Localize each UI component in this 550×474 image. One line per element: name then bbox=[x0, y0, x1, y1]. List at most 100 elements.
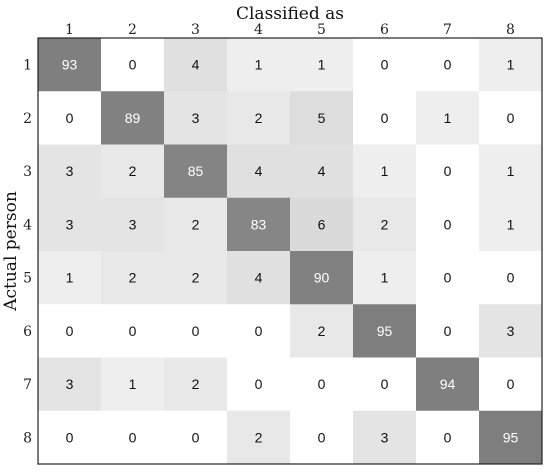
x-tick-8: 8 bbox=[506, 22, 515, 38]
cell-value-r3-c4: 4 bbox=[255, 163, 263, 179]
heatmap-cell-r1-c6 bbox=[353, 38, 417, 92]
cell-value-r1-c8: 1 bbox=[507, 57, 515, 73]
heatmap-cell-r4-c6 bbox=[353, 197, 417, 252]
heatmap-cell-r2-c6 bbox=[353, 91, 417, 145]
cell-value-r7-c2: 1 bbox=[129, 376, 137, 392]
x-tick-7: 7 bbox=[443, 22, 452, 38]
heatmap-cell-r6-c3 bbox=[164, 304, 228, 358]
heatmap-cell-r5-c7 bbox=[416, 251, 480, 305]
heatmap-cell-r7-c3 bbox=[164, 357, 228, 412]
cell-value-r1-c6: 0 bbox=[381, 57, 389, 73]
heatmap-cell-r6-c7 bbox=[416, 304, 480, 358]
heatmap-cell-r2-c4 bbox=[227, 91, 291, 145]
y-tick-5: 5 bbox=[23, 271, 32, 287]
heatmap-cell-r3-c3 bbox=[164, 144, 228, 199]
cell-value-r6-c2: 0 bbox=[129, 323, 137, 339]
cell-value-r7-c8: 0 bbox=[507, 376, 515, 392]
heatmap-cell-r2-c3 bbox=[164, 91, 228, 145]
heatmap-cell-r7-c4 bbox=[227, 357, 291, 412]
heatmap-cell-r7-c7 bbox=[416, 357, 480, 412]
y-tick-1: 1 bbox=[23, 58, 32, 74]
cell-value-r6-c3: 0 bbox=[192, 323, 200, 339]
heatmap-cell-r1-c1 bbox=[38, 38, 102, 92]
heatmap-cell-r6-c2 bbox=[101, 304, 165, 358]
heatmap-cell-r5-c8 bbox=[479, 251, 543, 305]
heatmap-cell-r7-c1 bbox=[38, 357, 102, 412]
cell-value-r7-c7: 94 bbox=[440, 376, 456, 392]
heatmap-cell-r1-c7 bbox=[416, 38, 480, 92]
heatmap-cell-r1-c2 bbox=[101, 38, 165, 92]
heatmap-cell-r6-c4 bbox=[227, 304, 291, 358]
y-tick-7: 7 bbox=[23, 377, 32, 393]
heatmap-cell-r2-c8 bbox=[479, 91, 543, 145]
cell-value-r2-c5: 5 bbox=[318, 110, 326, 126]
cell-value-r1-c5: 1 bbox=[318, 57, 326, 73]
cell-value-r4-c2: 3 bbox=[129, 216, 137, 232]
cell-value-r4-c3: 2 bbox=[192, 216, 200, 232]
x-tick-2: 2 bbox=[128, 22, 137, 38]
cell-value-r6-c8: 3 bbox=[507, 323, 515, 339]
cell-value-r2-c8: 0 bbox=[507, 110, 515, 126]
cell-value-r5-c5: 90 bbox=[314, 270, 330, 286]
y-axis-title: Actual person bbox=[1, 191, 21, 312]
cell-value-r8-c4: 2 bbox=[255, 429, 263, 445]
cell-value-r3-c5: 4 bbox=[318, 163, 326, 179]
x-tick-1: 1 bbox=[65, 22, 74, 38]
heatmap-cell-r3-c4 bbox=[227, 144, 291, 199]
heatmap-cell-r4-c4 bbox=[227, 197, 291, 252]
heatmap-cell-r1-c5 bbox=[290, 38, 354, 92]
heatmap-cell-r4-c8 bbox=[479, 197, 543, 252]
cell-value-r1-c4: 1 bbox=[255, 57, 263, 73]
heatmap-cell-r5-c4 bbox=[227, 251, 291, 305]
y-tick-labels: 1 2 3 4 5 6 7 8 bbox=[23, 58, 32, 447]
heatmap-cell-r7-c2 bbox=[101, 357, 165, 412]
heatmap-cell-r5-c6 bbox=[353, 251, 417, 305]
cell-value-r3-c6: 1 bbox=[381, 163, 389, 179]
heatmap-cell-r5-c1 bbox=[38, 251, 102, 305]
cell-value-r6-c7: 0 bbox=[444, 323, 452, 339]
heatmap-cell-r2-c2 bbox=[101, 91, 165, 145]
cell-value-r7-c3: 2 bbox=[192, 376, 200, 392]
heatmap-cell-r6-c1 bbox=[38, 304, 102, 358]
cell-value-r4-c1: 3 bbox=[66, 216, 74, 232]
cell-value-r2-c1: 0 bbox=[66, 110, 74, 126]
cell-value-r2-c3: 3 bbox=[192, 110, 200, 126]
cell-value-r4-c5: 6 bbox=[318, 216, 326, 232]
heatmap-cells bbox=[38, 38, 543, 465]
cell-value-r7-c5: 0 bbox=[318, 376, 326, 392]
y-tick-4: 4 bbox=[23, 217, 32, 233]
cell-value-r2-c7: 1 bbox=[444, 110, 452, 126]
heatmap-cell-r8-c5 bbox=[290, 410, 354, 465]
heatmap-cell-r6-c5 bbox=[290, 304, 354, 358]
cell-value-r5-c3: 2 bbox=[192, 270, 200, 286]
heatmap-cell-labels: 93 0 4 1 1 0 0 1 0 89 3 2 5 0 1 0 3 2 85 4 4 1 0 1 3 3 2 83 6 2 0 1 1 2 2 4… bbox=[62, 57, 519, 446]
heatmap-cell-r7-c6 bbox=[353, 357, 417, 412]
cell-value-r2-c4: 2 bbox=[255, 110, 263, 126]
cell-value-r3-c1: 3 bbox=[66, 163, 74, 179]
heatmap-cell-r5-c5 bbox=[290, 251, 354, 305]
heatmap-cell-r3-c8 bbox=[479, 144, 543, 199]
heatmap-cell-r4-c2 bbox=[101, 197, 165, 252]
heatmap-cell-r4-c3 bbox=[164, 197, 228, 252]
heatmap-cell-r1-c3 bbox=[164, 38, 228, 92]
cell-value-r1-c1: 93 bbox=[62, 57, 78, 73]
heatmap-cell-r3-c5 bbox=[290, 144, 354, 199]
heatmap-cell-r3-c6 bbox=[353, 144, 417, 199]
cell-value-r6-c1: 0 bbox=[66, 323, 74, 339]
cell-value-r6-c5: 2 bbox=[318, 323, 326, 339]
x-tick-4: 4 bbox=[254, 22, 263, 38]
cell-value-r1-c3: 4 bbox=[192, 57, 200, 73]
cell-value-r8-c8: 95 bbox=[503, 429, 519, 445]
cell-value-r5-c2: 2 bbox=[129, 270, 137, 286]
heatmap-cell-r8-c4 bbox=[227, 410, 291, 465]
cell-value-r3-c8: 1 bbox=[507, 163, 515, 179]
cell-value-r7-c4: 0 bbox=[255, 376, 263, 392]
cell-value-r4-c4: 83 bbox=[251, 216, 267, 232]
x-tick-labels: 1 2 3 4 5 6 7 8 bbox=[65, 22, 515, 38]
cell-value-r5-c7: 0 bbox=[444, 270, 452, 286]
heatmap-cell-r8-c1 bbox=[38, 410, 102, 465]
cell-value-r3-c7: 0 bbox=[444, 163, 452, 179]
heatmap-cell-r5-c2 bbox=[101, 251, 165, 305]
cell-value-r8-c7: 0 bbox=[444, 429, 452, 445]
